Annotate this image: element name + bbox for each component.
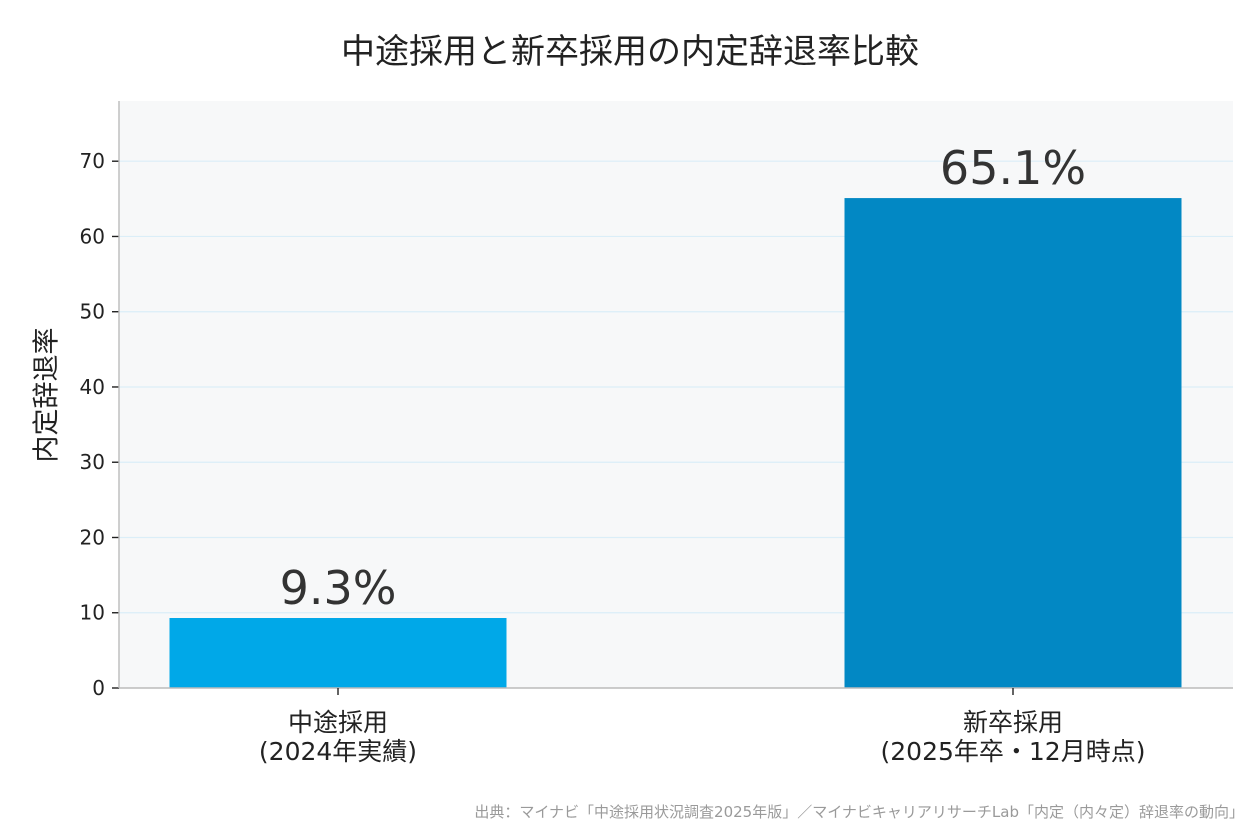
data-label: 9.3%	[280, 561, 397, 615]
y-tick-label: 60	[80, 224, 105, 248]
bar	[169, 618, 507, 688]
y-tick-label: 30	[80, 450, 105, 474]
y-tick-label: 20	[80, 525, 105, 549]
labels: 0 10 20 30 40 50 60 70 9.3% 中途採用(2024年実績) 65.1% 新卒採…	[80, 141, 1146, 766]
y-axis-label: 内定辞退率	[31, 327, 63, 463]
x-tick-label: 中途採用	[288, 708, 388, 737]
bars	[169, 198, 1182, 689]
data-label: 65.1%	[940, 141, 1086, 195]
x-tick-label: (2025年卒・12月時点)	[881, 737, 1146, 766]
chart-title: 中途採用と新卒採用の内定辞退率比較	[341, 32, 919, 72]
y-tick-label: 50	[80, 300, 105, 324]
x-tick-label: (2024年実績)	[259, 737, 417, 766]
axes	[112, 101, 1233, 695]
y-tick-label: 70	[80, 149, 105, 173]
bar	[844, 198, 1182, 689]
y-tick-label: 0	[92, 676, 105, 700]
y-tick-label: 40	[80, 375, 105, 399]
source-note: 出典：マイナビ「中途採用状況調査2025年版」／マイナビキャリアリサーチLab「…	[474, 803, 1244, 821]
x-tick-label: 新卒採用	[963, 708, 1063, 737]
y-tick-label: 10	[80, 601, 105, 625]
